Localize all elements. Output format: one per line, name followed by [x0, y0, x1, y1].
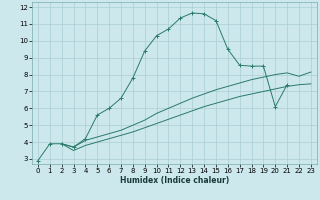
X-axis label: Humidex (Indice chaleur): Humidex (Indice chaleur) — [120, 176, 229, 185]
